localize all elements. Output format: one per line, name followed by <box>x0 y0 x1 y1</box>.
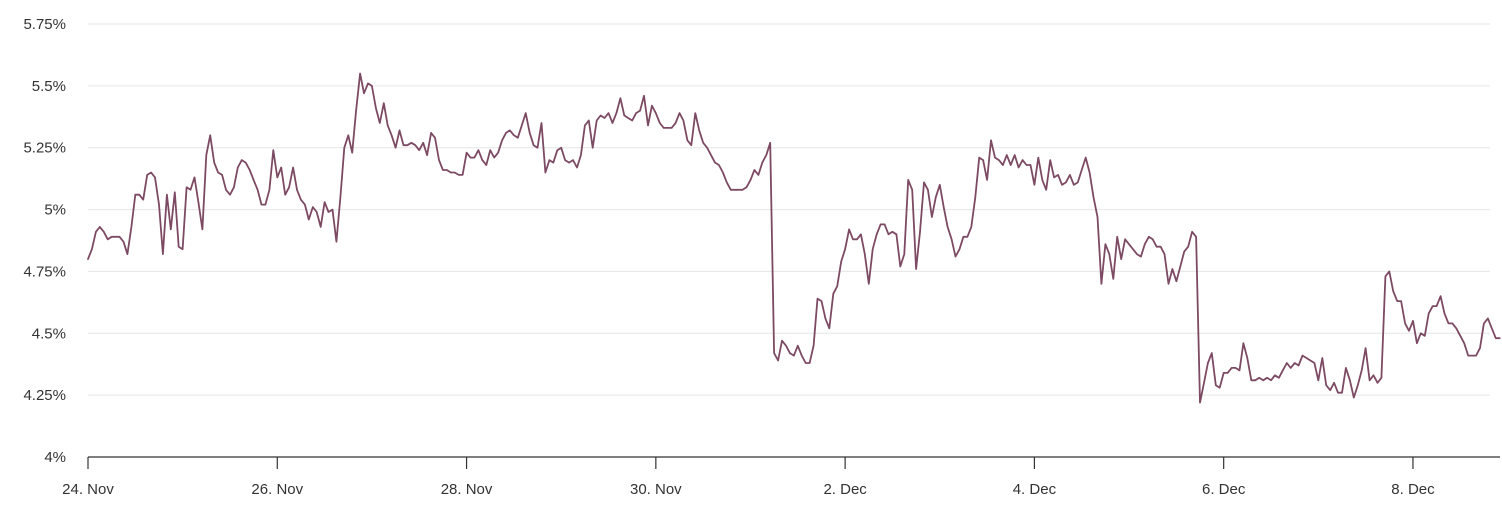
y-tick-label: 5.5% <box>32 78 66 95</box>
y-tick-label: 5.75% <box>23 16 66 33</box>
x-tick-label: 4. Dec <box>1013 481 1057 498</box>
y-tick-label: 4.25% <box>23 387 66 404</box>
x-tick-label: 2. Dec <box>823 481 867 498</box>
x-tick-label: 28. Nov <box>441 481 493 498</box>
x-tick-label: 24. Nov <box>62 481 114 498</box>
data-line-series <box>87 72 1501 404</box>
y-tick-label: 4% <box>44 449 66 466</box>
y-tick-label: 4.75% <box>23 263 66 280</box>
x-tick-label: 8. Dec <box>1391 481 1435 498</box>
y-tick-label: 4.5% <box>32 325 66 342</box>
x-tick-label: 26. Nov <box>251 481 303 498</box>
x-tick-label: 6. Dec <box>1202 481 1246 498</box>
x-tick-label: 30. Nov <box>630 481 682 498</box>
y-tick-label: 5.25% <box>23 140 66 157</box>
y-tick-label: 5% <box>44 202 66 219</box>
